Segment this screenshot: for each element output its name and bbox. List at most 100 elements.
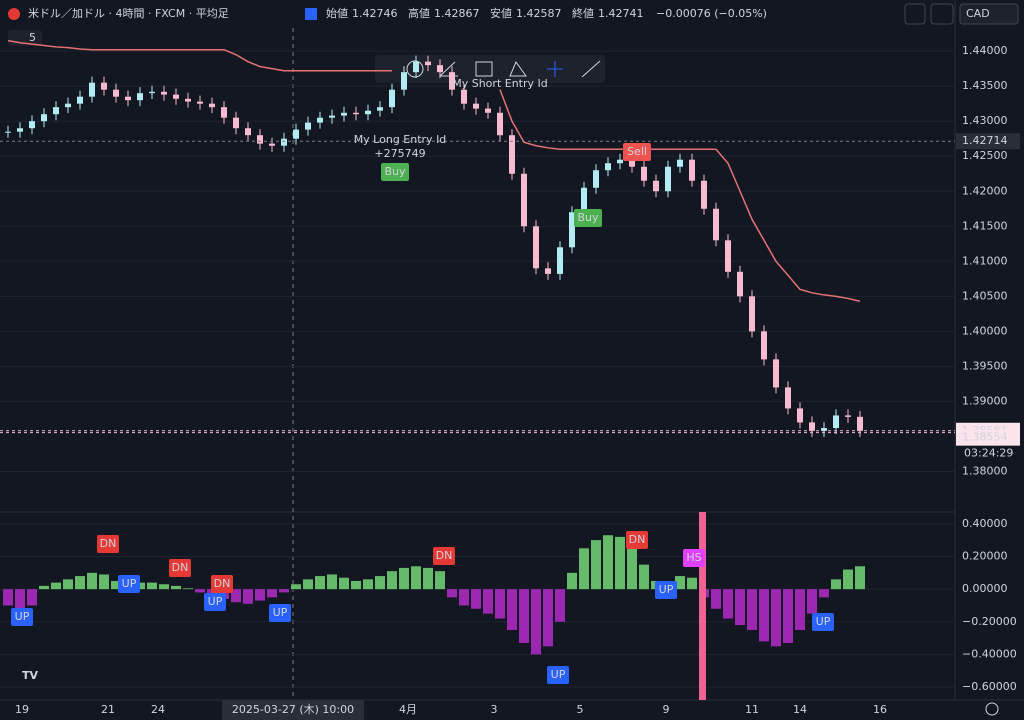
- x-tick-label: 11: [745, 703, 759, 716]
- candle: [281, 138, 287, 146]
- badge-text: UP: [15, 610, 30, 623]
- signal-text: Buy: [577, 211, 599, 224]
- candle: [437, 65, 443, 73]
- toolbar-icons[interactable]: [406, 60, 601, 78]
- candle: [365, 110, 371, 115]
- histogram-bar: [447, 589, 457, 598]
- candle: [749, 296, 755, 332]
- histogram-bar: [831, 579, 841, 590]
- y2-tick-label: −0.60000: [962, 680, 1017, 693]
- logo: TV: [22, 669, 39, 682]
- histogram-bar: [519, 589, 529, 644]
- candle: [557, 247, 563, 274]
- ohlc-label: 始値: [326, 6, 348, 20]
- candle: [89, 82, 95, 97]
- currency[interactable]: CAD: [966, 7, 990, 20]
- interval[interactable]: 5: [29, 31, 36, 44]
- change: −0.00076 (−0.05%): [656, 7, 767, 20]
- badge-box: [97, 535, 119, 553]
- settings-icon[interactable]: [985, 702, 999, 716]
- badge-box: [683, 549, 705, 567]
- histogram-bar: [255, 589, 265, 601]
- y-tick-label: 1.43500: [962, 79, 1008, 92]
- badge-box: [169, 559, 191, 577]
- toggle-button[interactable]: [930, 3, 954, 25]
- histogram-bar: [147, 582, 157, 590]
- candle: [149, 91, 155, 94]
- histogram-bar: [603, 535, 613, 590]
- candle: [545, 268, 551, 274]
- candle: [569, 212, 575, 248]
- histogram-bar: [399, 567, 409, 590]
- candle: [245, 128, 251, 136]
- currency-box[interactable]: [959, 3, 1019, 25]
- candle: [521, 173, 527, 227]
- y-tick-label: 1.43000: [962, 114, 1008, 127]
- histogram-bar: [675, 576, 685, 590]
- y-tick-label: 1.40000: [962, 324, 1008, 337]
- histogram-bar: [183, 588, 193, 590]
- candle: [257, 135, 263, 144]
- badge-box: [655, 581, 677, 599]
- candle: [29, 121, 35, 129]
- histogram-bar: [243, 589, 253, 604]
- candle: [629, 159, 635, 167]
- candle: [53, 107, 59, 115]
- x-tick-label: 19: [15, 703, 29, 716]
- y-tick-label: 1.42000: [962, 184, 1008, 197]
- histogram-bar: [723, 589, 733, 619]
- histogram-bar: [159, 584, 169, 590]
- candle: [665, 166, 671, 192]
- x-tick-label: 24: [151, 703, 165, 716]
- histogram-bar: [351, 580, 361, 590]
- candle: [821, 428, 827, 431]
- candle: [857, 416, 863, 431]
- candle: [269, 143, 275, 146]
- y2-tick-label: −0.20000: [962, 615, 1017, 628]
- candle: [701, 180, 707, 209]
- histogram-bar: [615, 536, 625, 590]
- badge-text: UP: [208, 595, 223, 608]
- y-tick-label: 1.40500: [962, 289, 1008, 302]
- badge-text: DN: [100, 537, 117, 550]
- candle: [425, 61, 431, 66]
- histogram-bar: [459, 589, 469, 606]
- badge-icon: [305, 8, 317, 20]
- candle: [65, 103, 71, 108]
- candle: [761, 331, 767, 360]
- candle: [605, 163, 611, 171]
- y-tick-label: 1.41500: [962, 219, 1008, 232]
- candle: [221, 107, 227, 118]
- histogram-bar: [375, 576, 385, 590]
- candle: [485, 108, 491, 113]
- histogram-bar: [171, 585, 181, 590]
- crosshair-label: 2025-03-27 (木) 10:00: [232, 703, 354, 716]
- y-tick-label: 1.39500: [962, 359, 1008, 372]
- candle: [641, 166, 647, 181]
- histogram-bar: [315, 576, 325, 590]
- candle: [533, 226, 539, 269]
- candle: [413, 61, 419, 73]
- histogram-bar: [15, 589, 25, 609]
- candle: [725, 240, 731, 272]
- entry-label: My Long Entry Id: [354, 133, 447, 146]
- badge-text: HS: [686, 551, 701, 564]
- highlight-bar: [699, 512, 706, 700]
- badge-box: [118, 575, 140, 593]
- candle: [5, 131, 11, 133]
- x-tick-label: 5: [577, 703, 584, 716]
- histogram-bar: [771, 589, 781, 647]
- histogram-bar: [627, 548, 637, 590]
- entry-label: My Short Entry Id: [452, 77, 548, 90]
- symbol-title: 米ドル／加ドル · 4時間 · FXCM · 平均足: [28, 7, 229, 20]
- candle: [77, 96, 83, 104]
- price-tag: [956, 429, 1020, 446]
- histogram-bar: [423, 567, 433, 590]
- histogram-bar: [195, 589, 205, 593]
- histogram-bar: [435, 571, 445, 590]
- histogram-bar: [687, 577, 697, 590]
- scroll-button[interactable]: [904, 3, 926, 25]
- histogram-bar: [231, 589, 241, 603]
- y-tick-label: 1.41000: [962, 254, 1008, 267]
